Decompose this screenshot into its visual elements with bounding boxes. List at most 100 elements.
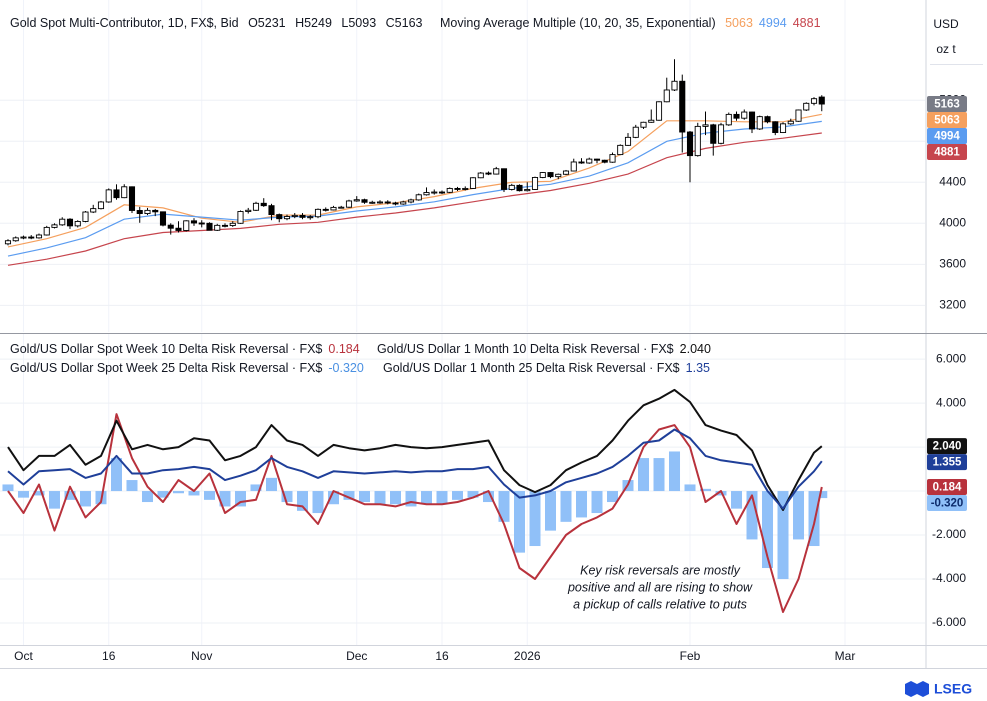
histogram-bar	[33, 491, 45, 496]
indicator-title: Moving Average Multiple (10, 20, 35, Exp…	[439, 16, 716, 30]
ohlc-label: L5093	[341, 16, 377, 30]
y-tick-label: -4.000	[932, 571, 966, 585]
main-legend: Gold Spot Multi-Contributor, 1D, FX$, Bi…	[10, 16, 833, 30]
histogram-bar	[157, 491, 169, 498]
candle-body	[113, 189, 120, 199]
candle-body	[578, 161, 585, 164]
histogram-bar	[358, 491, 370, 503]
risk-reversal-line	[7, 388, 823, 511]
y-tick-label: 4.000	[936, 395, 966, 409]
candle-body	[237, 211, 244, 224]
histogram-bar	[374, 491, 386, 505]
candle-body	[717, 124, 725, 144]
candle-body	[369, 201, 376, 204]
candle-body	[702, 124, 709, 127]
price-badge	[927, 495, 967, 512]
candle-body	[407, 199, 415, 203]
candle-body	[679, 80, 686, 133]
ohlc-label: H5249	[295, 16, 332, 30]
price-badge	[927, 128, 967, 145]
legend-value: 1.35	[685, 361, 710, 375]
candle-body	[260, 202, 267, 207]
histogram-bar	[436, 491, 448, 505]
candle-body	[671, 80, 678, 91]
histogram-bar	[296, 491, 308, 511]
price-badge-label: 4881	[934, 147, 960, 159]
candle-body	[345, 200, 353, 208]
marks	[2, 59, 828, 613]
moving-average-line	[7, 113, 822, 248]
histogram-bar	[684, 484, 696, 492]
candle-body	[97, 201, 105, 210]
unit-label: USD	[933, 17, 959, 31]
grid	[0, 0, 925, 645]
histogram-bar	[529, 491, 541, 547]
histogram-bar	[762, 491, 774, 569]
candle-body	[152, 209, 159, 213]
legend-item: Gold/US Dollar 1 Month 10 Delta Risk Rev…	[377, 342, 711, 356]
x-tick-label: 16	[102, 649, 116, 663]
candle-body	[547, 172, 554, 178]
histogram-bar	[700, 488, 712, 492]
y-tick-label: 3600	[939, 256, 966, 270]
candle-body	[733, 113, 740, 119]
price-badge	[927, 479, 967, 496]
candle-body	[12, 237, 19, 242]
histogram-bar	[343, 491, 355, 500]
candle-body	[764, 116, 771, 123]
legend-value: -0.320	[328, 361, 364, 375]
candle-body	[779, 123, 787, 133]
histogram-bar	[203, 491, 215, 500]
candle-body	[136, 210, 143, 215]
candle-body	[725, 113, 732, 126]
candle-body	[469, 177, 477, 189]
histogram-bar	[17, 491, 29, 498]
candle-body	[121, 186, 128, 199]
candle-body	[252, 202, 260, 211]
candle-body	[617, 144, 624, 156]
x-tick-label: Dec	[346, 649, 367, 663]
candle-body	[609, 154, 616, 163]
candle-body	[624, 136, 632, 146]
candle-body	[431, 191, 438, 194]
candle-body	[485, 172, 492, 175]
x-tick-label: Mar	[835, 649, 856, 663]
ohlc-label: C5163	[385, 16, 423, 30]
candle-body	[601, 159, 608, 163]
histogram-bar	[79, 491, 91, 507]
candle-body	[338, 206, 345, 209]
price-badge	[927, 112, 967, 129]
histogram-bar	[219, 491, 231, 507]
histogram-bar	[405, 491, 417, 507]
x-tick-label: Feb	[680, 649, 701, 663]
price-badge-label: 5163	[934, 99, 960, 111]
histogram-bar	[265, 477, 277, 492]
price-badge-label: 0.184	[933, 482, 962, 494]
candle-body	[648, 119, 655, 123]
legend-name: Gold/US Dollar 1 Month 10 Delta Risk Rev…	[377, 342, 674, 356]
histogram-bar	[64, 491, 76, 500]
candle-body	[283, 216, 291, 220]
candle-body	[586, 158, 593, 164]
annotation: positive and all are rising to show	[567, 580, 753, 594]
logo-text: LSEG	[934, 681, 972, 697]
candle-body	[330, 206, 337, 211]
histogram-bar	[281, 491, 293, 503]
histogram-bar	[452, 491, 464, 500]
candle-body	[82, 211, 89, 222]
candle-body	[206, 222, 213, 231]
indicator-value: 4881	[792, 16, 821, 30]
candle-body	[245, 209, 252, 212]
histogram-bar	[467, 491, 479, 498]
price-badge-label: 2.040	[933, 441, 962, 453]
candle-body	[167, 224, 174, 229]
logo: LSEG	[905, 681, 972, 697]
candle-body	[524, 189, 531, 192]
histogram-bar	[312, 491, 324, 514]
candle-body	[663, 89, 670, 103]
candle-body	[508, 184, 515, 190]
y-tick-label: 6.000	[936, 351, 966, 365]
histogram-bar	[591, 491, 603, 514]
y-tick-label: -6.000	[932, 615, 966, 629]
indicator-values: 5063 4994 4881	[725, 16, 826, 30]
